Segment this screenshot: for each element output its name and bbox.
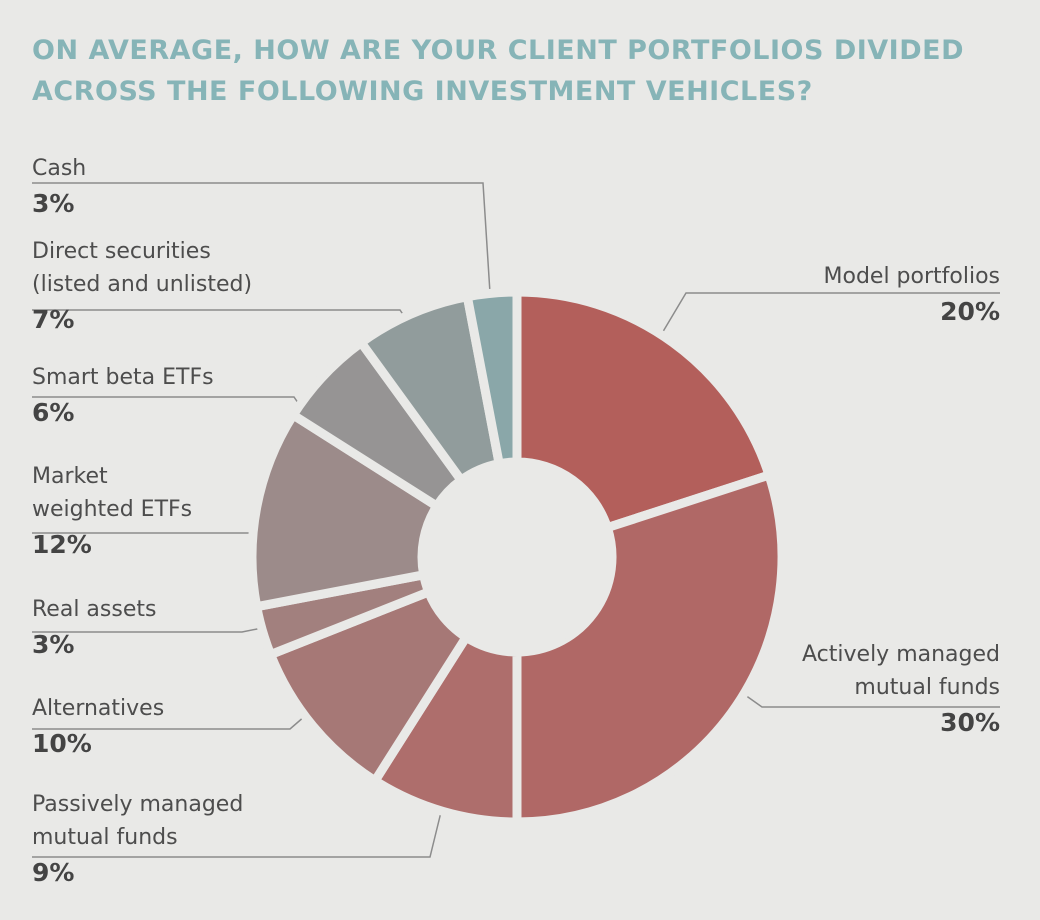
title-line-2: ACROSS THE FOLLOWING INVESTMENT VEHICLES… — [32, 76, 813, 107]
label-cash: Cash 3% — [32, 152, 86, 223]
leader-line-real-assets — [32, 627, 263, 633]
label-text: Market — [32, 464, 108, 489]
label-real-assets: Real assets 3% — [32, 593, 156, 664]
label-text: mutual funds — [32, 825, 178, 850]
chart-title: ON AVERAGE, HOW ARE YOUR CLIENT PORTFOLI… — [32, 30, 964, 112]
label-text: Direct securities — [32, 239, 211, 264]
label-value: 3% — [32, 630, 75, 659]
label-text: Alternatives — [32, 696, 165, 721]
leader-line-alternatives — [32, 715, 306, 730]
leader-line-model-portfolios — [657, 292, 1000, 341]
label-text: Passively managed — [32, 792, 244, 817]
label-value: 12% — [32, 530, 92, 559]
leader-line-cash — [32, 182, 491, 294]
label-market-weighted: Market weighted ETFs 12% — [32, 460, 192, 564]
label-text: Cash — [32, 156, 87, 181]
label-text: Smart beta ETFs — [32, 365, 214, 390]
label-value: 3% — [32, 189, 75, 218]
label-value: 7% — [32, 305, 75, 334]
label-model-portfolios: Model portfolios 20% — [824, 260, 1001, 331]
donut-hole — [422, 462, 612, 652]
leader-line-passively-managed — [32, 807, 443, 858]
label-value: 10% — [32, 729, 92, 758]
label-text: (listed and unlisted) — [32, 272, 253, 297]
label-passively-managed: Passively managed mutual funds 9% — [32, 788, 243, 892]
label-smart-beta: Smart beta ETFs 6% — [32, 361, 214, 432]
label-text: Actively managed — [802, 642, 1000, 667]
label-value: 30% — [940, 708, 1000, 737]
label-text: mutual funds — [854, 675, 1000, 700]
label-text: Model portfolios — [823, 264, 1001, 289]
label-value: 9% — [32, 858, 75, 887]
label-text: weighted ETFs — [32, 497, 193, 522]
label-value: 20% — [940, 297, 1000, 326]
label-alternatives: Alternatives 10% — [32, 692, 164, 763]
label-direct-securities: Direct securities (listed and unlisted) … — [32, 235, 252, 339]
label-actively-managed: Actively managed mutual funds 30% — [802, 638, 1000, 742]
label-value: 6% — [32, 398, 75, 427]
title-line-1: ON AVERAGE, HOW ARE YOUR CLIENT PORTFOLI… — [32, 35, 964, 66]
label-text: Real assets — [32, 597, 157, 622]
